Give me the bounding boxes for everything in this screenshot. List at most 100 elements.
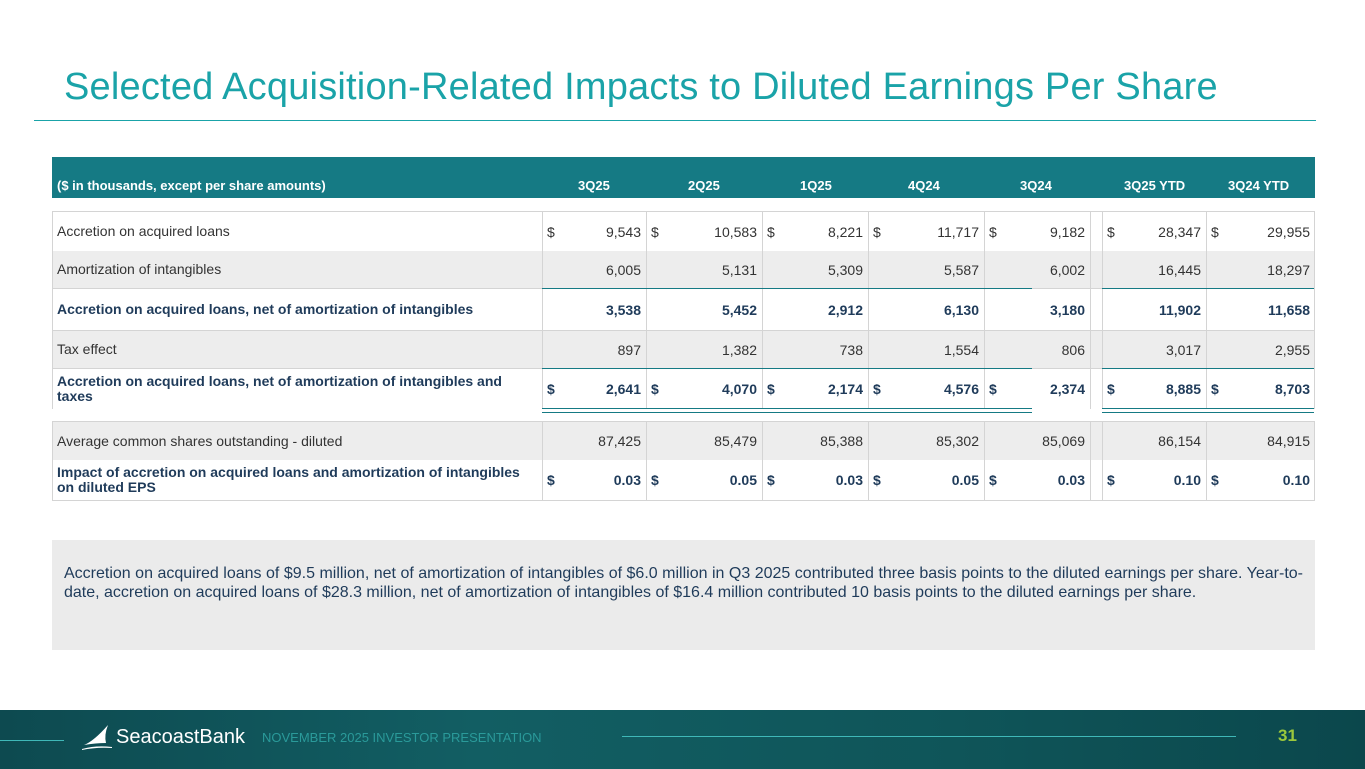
table-cell: 3,017 xyxy=(1165,341,1201,358)
table-cell: 4,070 xyxy=(721,381,757,397)
table-cell: 85,388 xyxy=(820,433,863,449)
currency-symbol: $ xyxy=(547,381,555,397)
table-cell: 10,583 xyxy=(714,223,757,240)
subtotal-rule xyxy=(542,288,1032,289)
table-cell: 2,955 xyxy=(1274,341,1310,358)
subtotal-rule xyxy=(542,368,1032,369)
currency-symbol: $ xyxy=(1107,472,1115,488)
total-double-rule xyxy=(1102,408,1314,413)
table-cell: 11,658 xyxy=(1267,301,1310,318)
table-cell: 85,302 xyxy=(936,433,979,449)
column-header: 2Q25 xyxy=(688,178,720,193)
title-divider xyxy=(34,120,1316,121)
table-cell: 85,069 xyxy=(1042,433,1085,449)
table-cell: 6,002 xyxy=(1049,261,1085,278)
currency-symbol: $ xyxy=(989,223,997,240)
footer: SeacoastBank NOVEMBER 2025 INVESTOR PRES… xyxy=(0,710,1365,769)
table-cell: 1,382 xyxy=(721,341,757,358)
table-cell: 8,221 xyxy=(827,223,863,240)
table-cell: 29,955 xyxy=(1267,223,1310,240)
currency-symbol: $ xyxy=(651,472,659,488)
footer-rule xyxy=(622,736,1236,737)
commentary-box: Accretion on acquired loans of $9.5 mill… xyxy=(52,540,1315,650)
footer-rule xyxy=(0,740,64,741)
table-cell: 5,587 xyxy=(943,261,979,278)
currency-symbol: $ xyxy=(767,472,775,488)
row-label: Accretion on acquired loans, net of amor… xyxy=(57,301,474,317)
table-cell: 11,717 xyxy=(937,223,979,240)
table-row: Average common shares outstanding - dilu… xyxy=(52,421,1315,461)
table-row: Accretion on acquired loans $9,543 $10,5… xyxy=(52,211,1315,252)
subtotal-rule xyxy=(1102,368,1314,369)
currency-symbol: $ xyxy=(1107,223,1115,240)
currency-symbol: $ xyxy=(1211,223,1219,240)
table-header: ($ in thousands, except per share amount… xyxy=(52,157,1315,198)
currency-symbol: $ xyxy=(873,381,881,397)
header-label: ($ in thousands, except per share amount… xyxy=(57,178,326,193)
currency-symbol: $ xyxy=(547,472,555,488)
table-cell: 9,543 xyxy=(605,223,641,240)
table-cell: 5,309 xyxy=(827,261,863,278)
currency-symbol: $ xyxy=(873,472,881,488)
column-header: 4Q24 xyxy=(908,178,940,193)
row-label: Accretion on acquired loans, net of amor… xyxy=(57,373,502,404)
currency-symbol: $ xyxy=(1211,472,1219,488)
currency-symbol: $ xyxy=(547,223,555,240)
table-cell: 0.10 xyxy=(1282,472,1310,488)
table-cell: 0.05 xyxy=(951,472,979,488)
currency-symbol: $ xyxy=(767,223,775,240)
currency-symbol: $ xyxy=(1107,381,1115,397)
table-cell: 738 xyxy=(839,341,863,358)
currency-symbol: $ xyxy=(651,223,659,240)
table-cell: 11,902 xyxy=(1158,301,1201,318)
currency-symbol: $ xyxy=(1211,381,1219,397)
total-double-rule xyxy=(542,408,1032,413)
table-cell: 87,425 xyxy=(598,433,641,449)
table-cell: 18,297 xyxy=(1267,261,1310,278)
table-cell: 8,703 xyxy=(1274,381,1310,397)
table-cell: 2,174 xyxy=(827,381,863,397)
table-cell: 6,005 xyxy=(605,261,641,278)
table-cell: 5,452 xyxy=(721,301,757,318)
table-cell: 2,374 xyxy=(1049,381,1085,397)
table-row: Tax effect 897 1,382 738 1,554 806 3,017… xyxy=(52,331,1315,369)
column-header: 3Q24 xyxy=(1020,178,1052,193)
brand-name: SeacoastBank xyxy=(116,726,245,748)
currency-symbol: $ xyxy=(651,381,659,397)
row-label: Average common shares outstanding - dilu… xyxy=(57,432,343,449)
row-label: Accretion on acquired loans xyxy=(57,223,230,239)
page-number: 31 xyxy=(1278,726,1297,745)
column-header: 3Q24 YTD xyxy=(1228,178,1290,193)
page-title: Selected Acquisition-Related Impacts to … xyxy=(64,66,1218,108)
table-cell: 4,576 xyxy=(943,381,979,397)
currency-symbol: $ xyxy=(873,223,881,240)
seacoast-sail-logo-icon xyxy=(82,725,112,750)
table-cell: 3,538 xyxy=(605,301,641,318)
table-cell: 28,347 xyxy=(1158,223,1201,240)
table-cell: 6,130 xyxy=(943,301,979,318)
row-label: Tax effect xyxy=(57,341,117,357)
table-cell: 3,180 xyxy=(1049,301,1085,318)
table-cell: 8,885 xyxy=(1165,381,1201,397)
column-header: 1Q25 xyxy=(800,178,832,193)
table-cell: 84,915 xyxy=(1267,433,1310,449)
table-cell: 0.10 xyxy=(1173,472,1201,488)
column-header: 3Q25 YTD xyxy=(1124,178,1186,193)
table-cell: 86,154 xyxy=(1158,433,1201,449)
column-header: 3Q25 xyxy=(578,178,610,193)
table-row: Accretion on acquired loans, net of amor… xyxy=(52,369,1315,409)
table-cell: 16,445 xyxy=(1158,261,1201,278)
table-row: Accretion on acquired loans, net of amor… xyxy=(52,289,1315,331)
table-row: Impact of accretion on acquired loans an… xyxy=(52,460,1315,501)
table-cell: 806 xyxy=(1061,341,1085,358)
table-cell: 2,912 xyxy=(827,301,863,318)
table-cell: 0.05 xyxy=(729,472,757,488)
currency-symbol: $ xyxy=(989,381,997,397)
row-label: Amortization of intangibles xyxy=(57,261,222,277)
table-cell: 5,131 xyxy=(721,261,757,278)
table-cell: 85,479 xyxy=(714,433,757,449)
subtotal-rule xyxy=(1102,288,1314,289)
currency-symbol: $ xyxy=(767,381,775,397)
row-label: Impact of accretion on acquired loans an… xyxy=(57,464,520,495)
table-cell: 1,554 xyxy=(943,341,979,358)
